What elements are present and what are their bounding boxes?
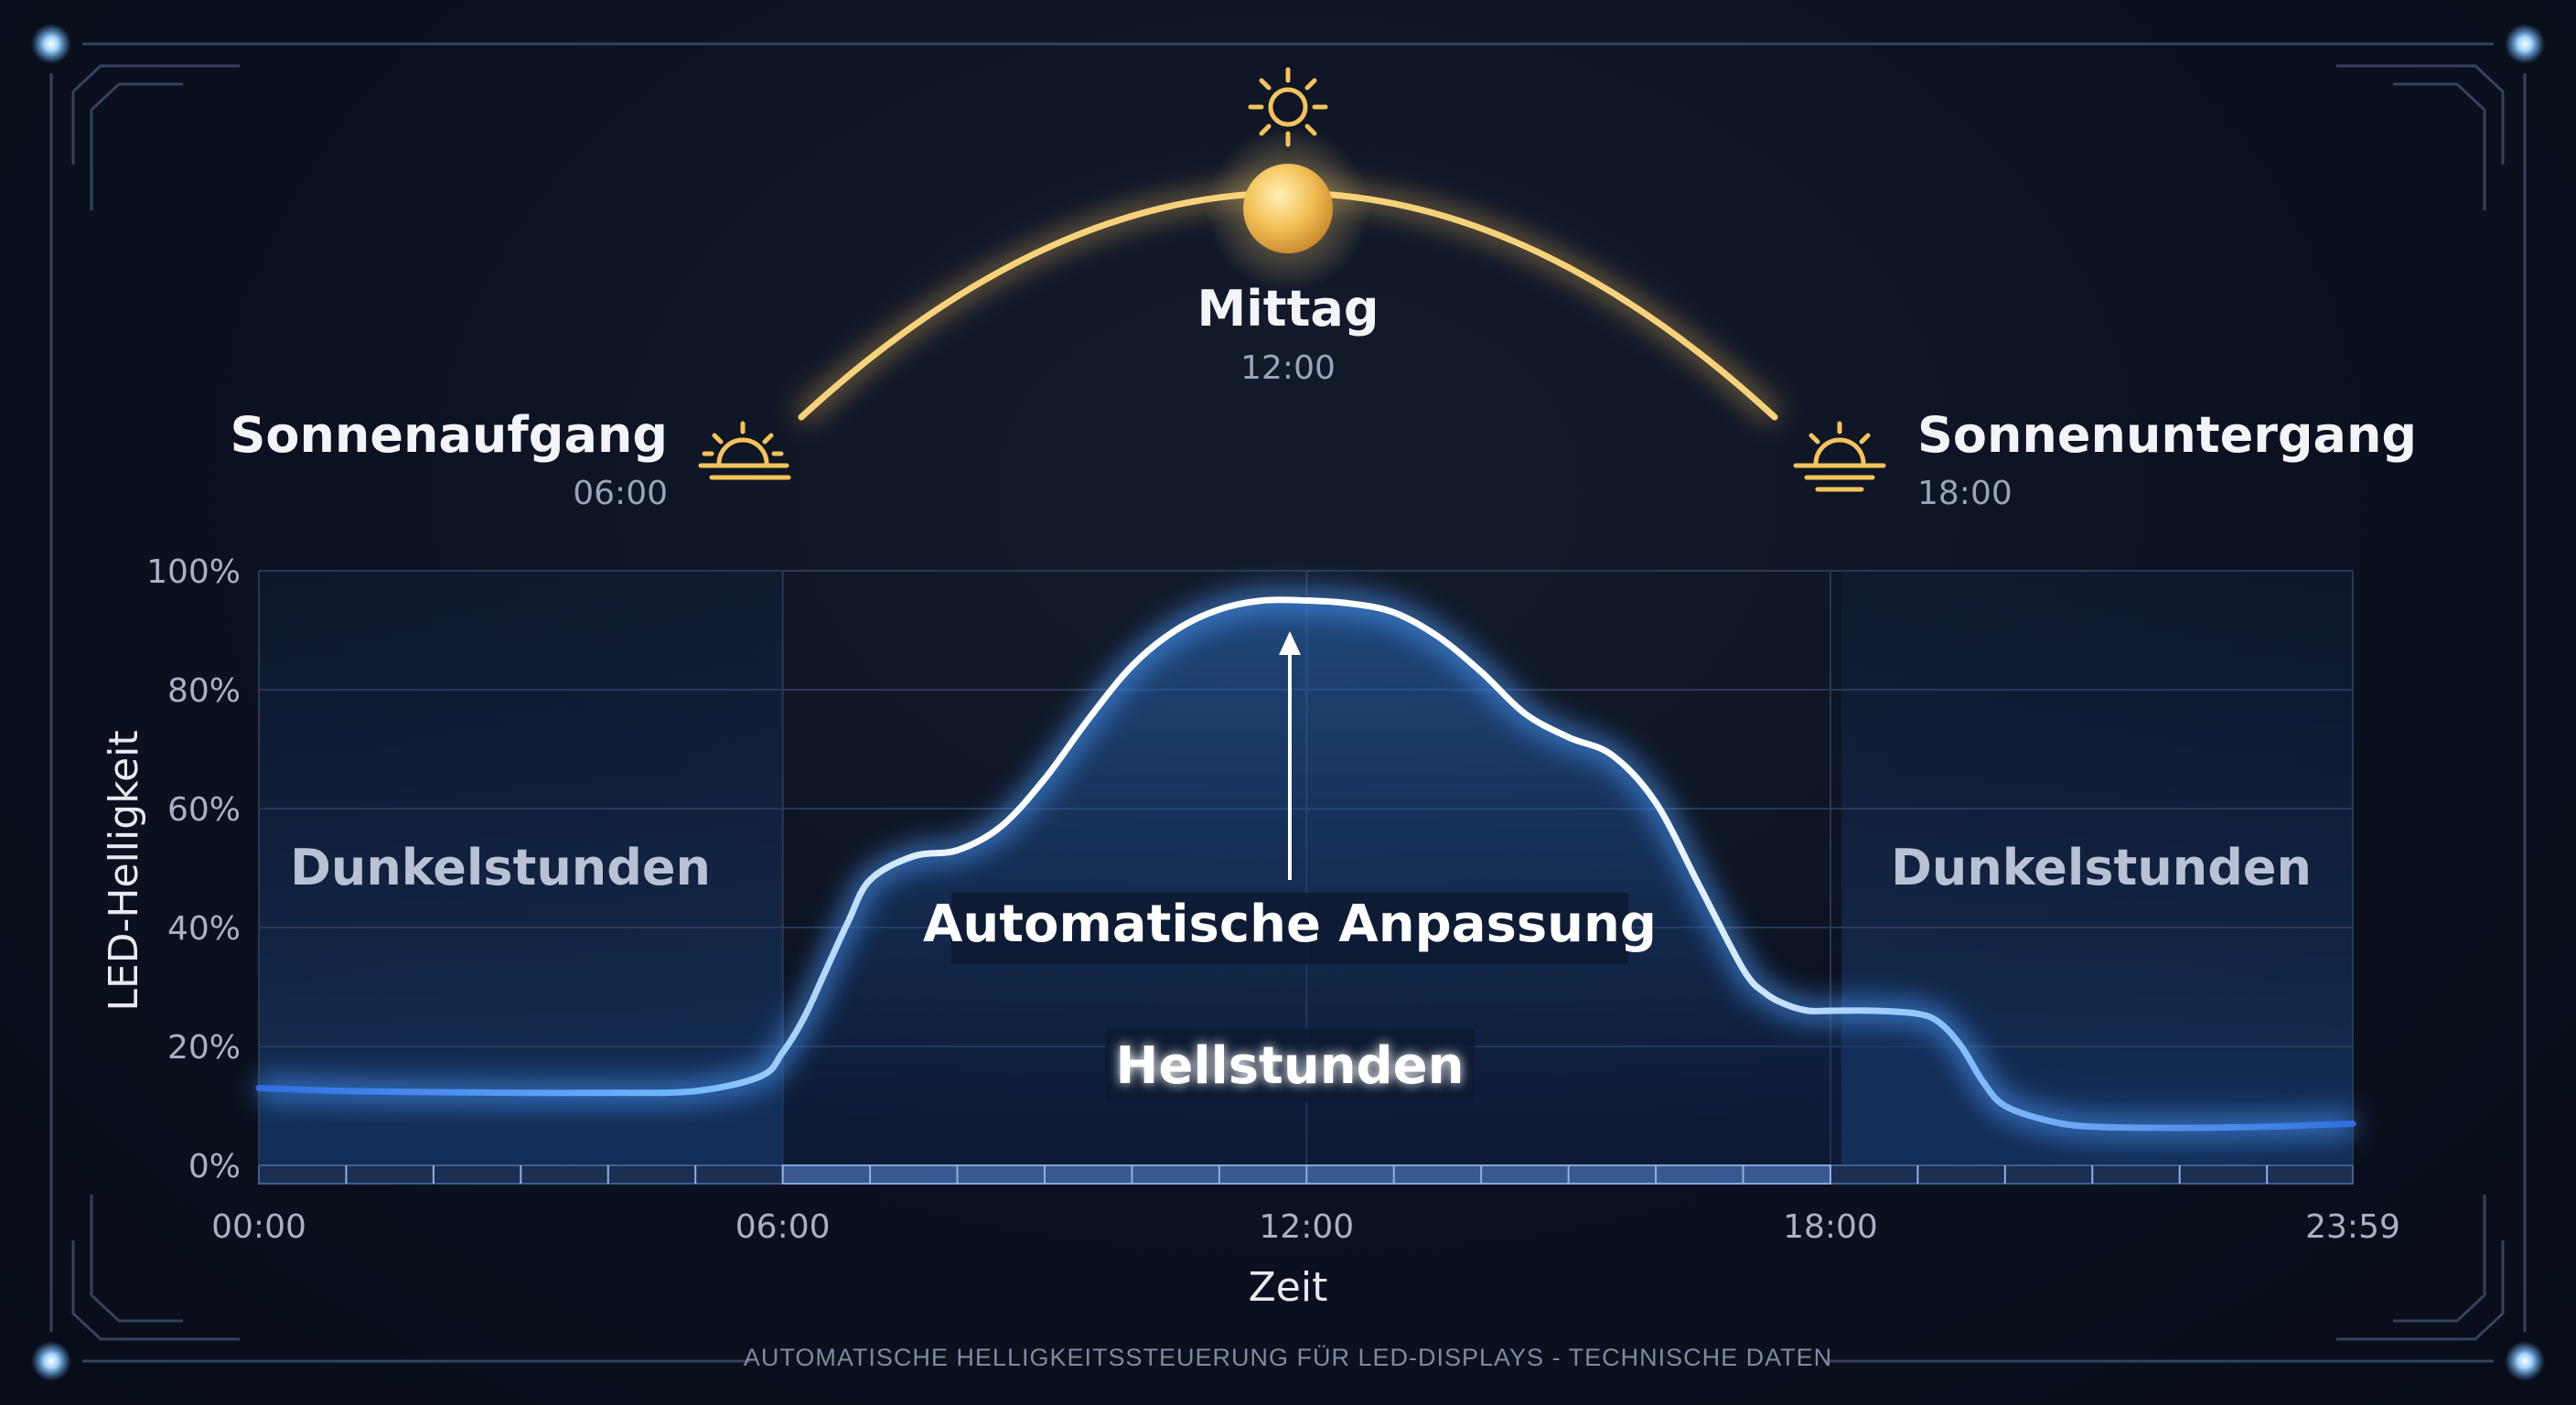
footer-caption: AUTOMATISCHE HELLIGKEITSSTEUERUNG FÜR LE… (743, 1344, 1833, 1371)
frame-node (31, 1341, 71, 1381)
brightness-area (259, 599, 2353, 1165)
light-hours-label: Hellstunden (1115, 1036, 1464, 1096)
y-axis-ticks: 0% 20% 40% 60% 80% 100% (146, 553, 241, 1185)
sunset-label: Sonnenuntergang (1917, 406, 2417, 464)
x-tick-label: 18:00 (1783, 1208, 1878, 1246)
x-axis-ticks: 00:00 06:00 12:00 18:00 23:59 (211, 1208, 2400, 1246)
frame-node (2505, 24, 2545, 64)
noon-time: 12:00 (1240, 349, 1336, 387)
frame-node (31, 24, 71, 64)
x-tick-label: 23:59 (2305, 1208, 2400, 1246)
noon-label: Mittag (1197, 280, 1379, 338)
dark-hours-right-label: Dunkelstunden (1891, 839, 2312, 896)
brightness-chart: 0% 20% 40% 60% 80% 100% 00:00 06:00 12:00 18:00 2… (101, 553, 2400, 1311)
dark-hours-left-label: Dunkelstunden (290, 839, 711, 896)
sunrise-label: Sonnenaufgang (230, 406, 668, 464)
y-tick-label: 60% (167, 791, 241, 829)
light-hours-label-backdrop (1105, 1029, 1475, 1102)
y-tick-label: 0% (188, 1148, 241, 1185)
frame (49, 42, 2527, 1363)
x-tick-label: 12:00 (1259, 1208, 1354, 1246)
x-tick-label: 06:00 (735, 1208, 831, 1246)
adjustment-label: Automatische Anpassung (923, 895, 1657, 954)
x-tick-label: 00:00 (211, 1208, 306, 1246)
sun-arc-group (795, 126, 1781, 424)
x-axis-label: Zeit (1249, 1264, 1328, 1311)
sun-icon (1248, 67, 1328, 147)
adjustment-label-backdrop (951, 893, 1628, 964)
sunset-icon (1793, 421, 1886, 492)
dark-hours-left-band (259, 571, 783, 1165)
sunrise-icon (698, 421, 791, 480)
y-tick-label: 80% (167, 672, 241, 710)
sunrise-time: 06:00 (573, 475, 668, 512)
y-tick-label: 100% (146, 553, 241, 591)
y-axis-label: LED-Helligkeit (101, 730, 147, 1011)
adjustment-arrow-head (1279, 631, 1301, 655)
time-bar (258, 1164, 2354, 1185)
y-tick-label: 40% (167, 910, 241, 948)
frame-node (2505, 1341, 2545, 1381)
frame-nodes (31, 24, 2545, 1381)
y-tick-label: 20% (167, 1029, 241, 1067)
brightness-curve (255, 596, 2356, 1132)
noon-sun (1243, 164, 1333, 253)
sunset-time: 18:00 (1917, 475, 2012, 512)
